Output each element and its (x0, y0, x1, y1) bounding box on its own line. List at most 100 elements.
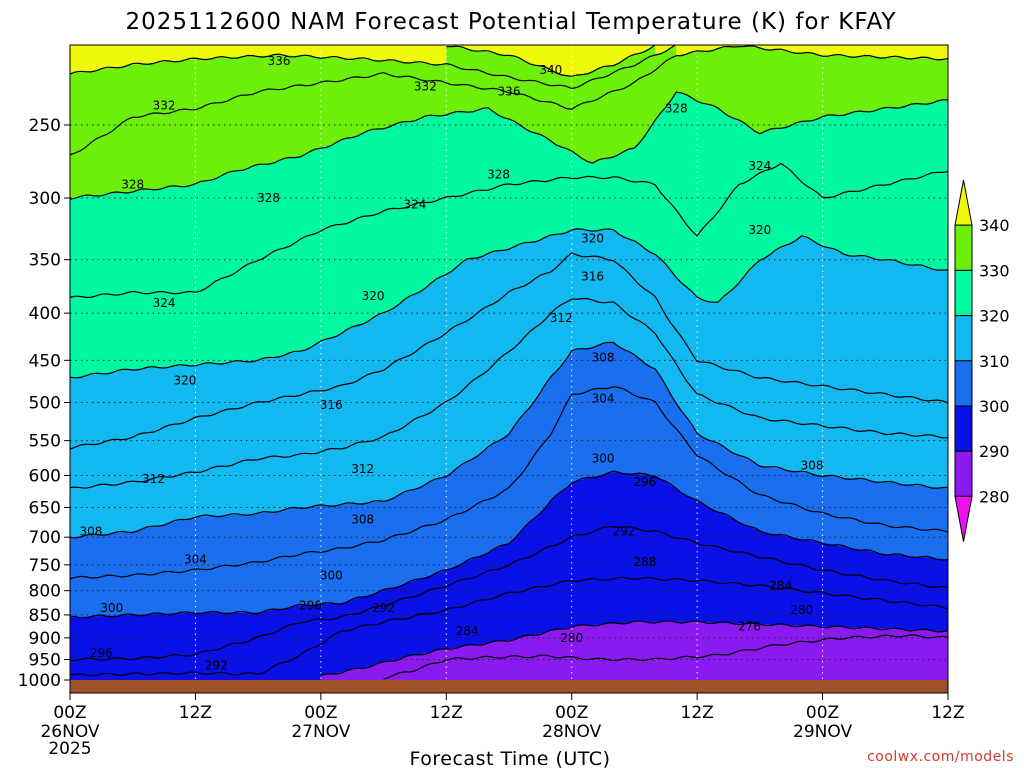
colorbar-label: 340 (979, 216, 1010, 235)
contour-theta_336 (70, 45, 677, 90)
source-credit: coolwx.com/models (867, 749, 1014, 765)
contour-label: 308 (351, 513, 374, 527)
contour-label: 292 (372, 601, 395, 615)
contour-label: 276 (738, 620, 761, 634)
x-axis-title: Forecast Time (UTC) (410, 748, 611, 768)
contour-label: 308 (801, 458, 824, 472)
contour-label: 332 (414, 79, 437, 93)
band-theta_284 (383, 635, 948, 680)
colorbar: 340 330 320 310 300 290 280 (954, 179, 1010, 542)
y-tick-label: 500 (29, 394, 61, 414)
contour-theta_288 (320, 620, 948, 676)
y-tick-label: 950 (29, 650, 61, 670)
contour-theta_312 (70, 297, 948, 489)
plot-frame (69, 44, 949, 694)
contour-label: 316 (320, 398, 343, 412)
colorbar-segment (954, 495, 973, 542)
contour-label: 280 (560, 631, 583, 645)
x-tick-label: 00Z (555, 703, 588, 723)
contour-label: 296 (299, 598, 322, 612)
contour-label: 320 (174, 373, 197, 387)
contour-label: 328 (665, 102, 688, 116)
contour-theta_328 (70, 91, 948, 200)
y-tick-label: 1000 (18, 671, 61, 691)
y-tick-label: 650 (29, 499, 61, 519)
y-tick-label: 750 (29, 556, 61, 576)
y-tick-label: 250 (29, 116, 61, 136)
y-tick-label: 850 (29, 606, 61, 626)
contour-label: 320 (581, 232, 604, 246)
contour-label: 328 (257, 191, 280, 205)
y-tick-label: 550 (29, 432, 61, 452)
contour-theta_332 (70, 45, 948, 156)
y-axis: 250 300 350 400 450 500 550 600 650 700 750 800 850 9… (18, 116, 70, 691)
contour-label: 312 (550, 311, 573, 325)
contour-labels: 336 332 332 340 336 328 328 328 324 328 324 320 316 3… (79, 54, 823, 673)
contour-label: 340 (539, 63, 562, 77)
x-tick-label: 12Z (430, 703, 463, 723)
contour-label: 296 (90, 646, 113, 660)
contour-theta_340 (446, 45, 656, 77)
contour-label: 320 (748, 223, 771, 237)
contour-label: 300 (320, 568, 343, 582)
colorbar-label: 330 (979, 261, 1010, 280)
y-tick-label: 900 (29, 629, 61, 649)
contour-theta_324 (70, 162, 948, 299)
contour-label: 312 (351, 462, 374, 476)
chart-title: 2025112600 NAM Forecast Potential Temper… (126, 9, 897, 35)
colorbar-segment (954, 360, 973, 407)
colorbar-label: 280 (979, 487, 1010, 506)
colorbar-label: 300 (979, 397, 1010, 416)
contour-theta_296 (70, 525, 948, 662)
colorbar-segment (954, 315, 973, 362)
contour-label: 292 (205, 659, 228, 673)
contour-label: 316 (581, 270, 604, 284)
x-tick-label: 00Z (806, 703, 839, 723)
contour-theta_304 (70, 386, 948, 580)
contour-label: 304 (184, 552, 207, 566)
contour-label: 328 (121, 177, 144, 191)
x-tick-label: 12Z (179, 703, 212, 723)
colorbar-segment (954, 450, 973, 497)
y-tick-label: 400 (29, 304, 61, 324)
y-tick-label: 300 (29, 189, 61, 209)
y-tick-label: 800 (29, 582, 61, 602)
contour-label: 308 (79, 524, 102, 538)
contour-label: 328 (487, 168, 510, 182)
contour-theta_292 (70, 576, 948, 677)
colorbar-label: 320 (979, 307, 1010, 326)
ground-surface (70, 680, 948, 693)
contour-label: 292 (613, 524, 636, 538)
colorbar-segment (954, 405, 973, 452)
contour-label: 296 (633, 475, 656, 489)
x-tick-label: 00Z (304, 703, 337, 723)
x-date-label: 27NOV (291, 722, 350, 742)
x-tick-label: 12Z (681, 703, 714, 723)
contour-label: 308 (592, 351, 615, 365)
contour-label: 304 (592, 391, 615, 405)
theta-contours (70, 45, 948, 680)
x-date-label: 28NOV (542, 722, 601, 742)
y-tick-label: 450 (29, 351, 61, 371)
contour-label: 320 (362, 289, 385, 303)
y-tick-label: 700 (29, 528, 61, 548)
contour-label: 284 (769, 579, 792, 593)
colorbar-label: 310 (979, 352, 1010, 371)
colorbar-segment (954, 179, 973, 226)
contour-label: 288 (633, 555, 656, 569)
contour-theta_316 (70, 252, 948, 450)
colorbar-segment (954, 224, 973, 271)
y-tick-label: 600 (29, 466, 61, 486)
theta-filled-bands (70, 45, 948, 680)
contour-label: 336 (498, 85, 521, 99)
contour-theta_308 (70, 341, 948, 539)
x-date-label: 29NOV (793, 722, 852, 742)
contour-label: 324 (403, 198, 426, 212)
y-tick-label: 350 (29, 251, 61, 271)
contour-label: 324 (153, 296, 176, 310)
x-tick-label: 12Z (931, 703, 964, 723)
contour-theta_284 (383, 634, 948, 680)
contour-label: 312 (142, 472, 165, 486)
contour-label: 280 (790, 603, 813, 617)
